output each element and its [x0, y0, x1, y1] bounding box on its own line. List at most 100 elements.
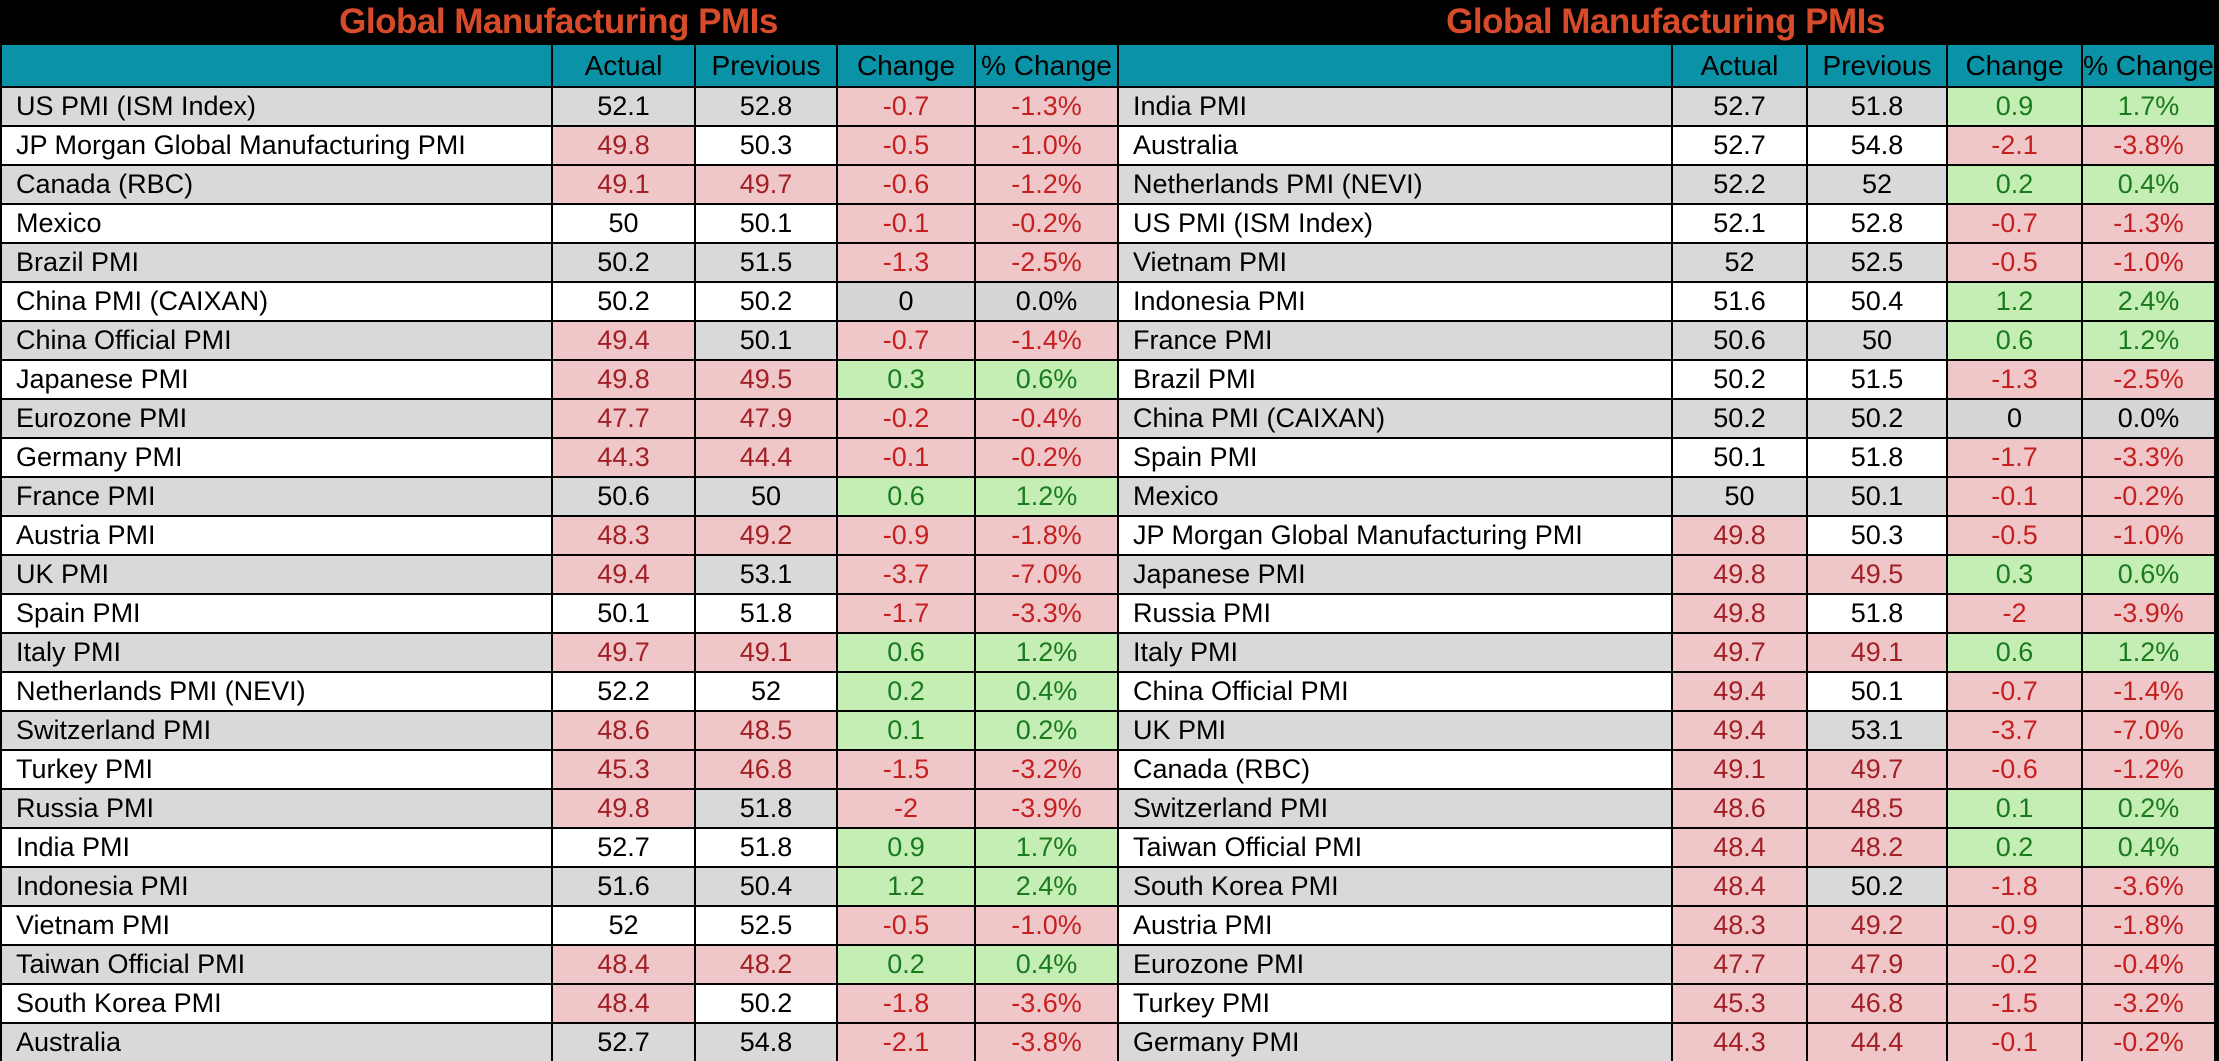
- previous-cell: 48.2: [1806, 827, 1948, 868]
- country-name-cell: JP Morgan Global Manufacturing PMI: [1117, 515, 1673, 556]
- country-name-cell: France PMI: [0, 476, 553, 517]
- actual-cell: 48.3: [1671, 905, 1808, 946]
- pct-change-cell: -1.4%: [2081, 671, 2216, 712]
- actual-cell: 49.8: [551, 788, 696, 829]
- country-name-cell: Russia PMI: [1117, 593, 1673, 634]
- previous-cell: 44.4: [1806, 1022, 1948, 1061]
- actual-cell: 52.1: [1671, 203, 1808, 244]
- country-name-cell: Vietnam PMI: [0, 905, 553, 946]
- pct-change-cell: -1.8%: [974, 515, 1119, 556]
- country-name-cell: US PMI (ISM Index): [0, 86, 553, 127]
- pct-change-cell: -3.3%: [974, 593, 1119, 634]
- change-cell: 0.9: [836, 827, 976, 868]
- table-row: Italy PMI 49.7 49.1 0.6 1.2%: [0, 632, 1119, 673]
- pct-change-cell: 2.4%: [974, 866, 1119, 907]
- header-actual: Actual: [551, 43, 696, 88]
- change-cell: 0.3: [1946, 554, 2083, 595]
- previous-cell: 50.1: [694, 203, 838, 244]
- pct-change-cell: 0.4%: [974, 944, 1119, 985]
- table-row: JP Morgan Global Manufacturing PMI 49.8 50…: [0, 125, 1119, 166]
- change-cell: -1.5: [1946, 983, 2083, 1024]
- pmi-data-table: Actual Previous Change % Change India PM…: [1117, 43, 2216, 1061]
- country-name-cell: China Official PMI: [0, 320, 553, 361]
- pct-change-cell: -3.8%: [974, 1022, 1119, 1061]
- previous-cell: 48.2: [694, 944, 838, 985]
- change-cell: 0.6: [1946, 320, 2083, 361]
- pct-change-cell: 1.2%: [974, 632, 1119, 673]
- country-name-cell: Switzerland PMI: [1117, 788, 1673, 829]
- pct-change-cell: -1.2%: [2081, 749, 2216, 790]
- country-name-cell: China Official PMI: [1117, 671, 1673, 712]
- country-name-cell: Canada (RBC): [0, 164, 553, 205]
- table-row: India PMI 52.7 51.8 0.9 1.7%: [1117, 86, 2216, 127]
- previous-cell: 49.1: [1806, 632, 1948, 673]
- country-name-cell: UK PMI: [0, 554, 553, 595]
- change-cell: 0.6: [836, 632, 976, 673]
- pct-change-cell: -3.2%: [974, 749, 1119, 790]
- previous-cell: 49.5: [1806, 554, 1948, 595]
- table-row: JP Morgan Global Manufacturing PMI 49.8 50…: [1117, 515, 2216, 556]
- previous-cell: 50.4: [694, 866, 838, 907]
- previous-cell: 48.5: [1806, 788, 1948, 829]
- country-name-cell: Taiwan Official PMI: [0, 944, 553, 985]
- header-change: Change: [1946, 43, 2083, 88]
- actual-cell: 52.7: [1671, 125, 1808, 166]
- previous-cell: 52.5: [694, 905, 838, 946]
- pct-change-cell: -0.4%: [2081, 944, 2216, 985]
- change-cell: -0.9: [836, 515, 976, 556]
- table-row: Italy PMI 49.7 49.1 0.6 1.2%: [1117, 632, 2216, 673]
- pct-change-cell: -1.4%: [974, 320, 1119, 361]
- actual-cell: 52.2: [551, 671, 696, 712]
- change-cell: -0.7: [836, 86, 976, 127]
- country-name-cell: Austria PMI: [1117, 905, 1673, 946]
- pct-change-cell: -0.2%: [974, 203, 1119, 244]
- pct-change-cell: -1.3%: [974, 86, 1119, 127]
- change-cell: -1.7: [1946, 437, 2083, 478]
- table-row: India PMI 52.7 51.8 0.9 1.7%: [0, 827, 1119, 868]
- pct-change-cell: -3.8%: [2081, 125, 2216, 166]
- table-row: Turkey PMI 45.3 46.8 -1.5 -3.2%: [0, 749, 1119, 790]
- previous-cell: 46.8: [694, 749, 838, 790]
- previous-cell: 52.8: [1806, 203, 1948, 244]
- actual-cell: 49.8: [551, 125, 696, 166]
- change-cell: -0.7: [1946, 203, 2083, 244]
- actual-cell: 50.1: [551, 593, 696, 634]
- table-row: Mexico 50 50.1 -0.1 -0.2%: [1117, 476, 2216, 517]
- change-cell: -0.1: [836, 437, 976, 478]
- table-row: Indonesia PMI 51.6 50.4 1.2 2.4%: [0, 866, 1119, 907]
- actual-cell: 49.1: [1671, 749, 1808, 790]
- previous-cell: 49.2: [1806, 905, 1948, 946]
- country-name-cell: Turkey PMI: [1117, 983, 1673, 1024]
- country-name-cell: Brazil PMI: [1117, 359, 1673, 400]
- actual-cell: 48.6: [1671, 788, 1808, 829]
- pct-change-cell: -3.9%: [2081, 593, 2216, 634]
- pct-change-cell: 0.2%: [2081, 788, 2216, 829]
- previous-cell: 50.3: [694, 125, 838, 166]
- table-row: UK PMI 49.4 53.1 -3.7 -7.0%: [1117, 710, 2216, 751]
- previous-cell: 50.2: [1806, 398, 1948, 439]
- table-row: Turkey PMI 45.3 46.8 -1.5 -3.2%: [1117, 983, 2216, 1024]
- actual-cell: 52.7: [551, 1022, 696, 1061]
- header-country: [1117, 43, 1673, 88]
- table-row: Japanese PMI 49.8 49.5 0.3 0.6%: [1117, 554, 2216, 595]
- pmi-table-right: Global Manufacturing PMIs Actual Previou…: [1117, 0, 2216, 1061]
- table-row: Germany PMI 44.3 44.4 -0.1 -0.2%: [1117, 1022, 2216, 1061]
- actual-cell: 49.1: [551, 164, 696, 205]
- table-body: US PMI (ISM Index) 52.1 52.8 -0.7 -1.3% JP Mo…: [0, 86, 1119, 1061]
- header-row: Actual Previous Change % Change: [1117, 43, 2216, 88]
- change-cell: -1.3: [1946, 359, 2083, 400]
- actual-cell: 50.6: [551, 476, 696, 517]
- table-row: China Official PMI 49.4 50.1 -0.7 -1.4%: [0, 320, 1119, 361]
- change-cell: -0.5: [1946, 515, 2083, 556]
- country-name-cell: Spain PMI: [1117, 437, 1673, 478]
- previous-cell: 46.8: [1806, 983, 1948, 1024]
- actual-cell: 51.6: [1671, 281, 1808, 322]
- actual-cell: 49.4: [551, 320, 696, 361]
- pct-change-cell: -1.0%: [2081, 242, 2216, 283]
- change-cell: 1.2: [1946, 281, 2083, 322]
- actual-cell: 50.2: [1671, 359, 1808, 400]
- pmi-data-table: Actual Previous Change % Change US PMI (…: [0, 43, 1119, 1061]
- header-pct-change: % Change: [2081, 43, 2216, 88]
- previous-cell: 52: [1806, 164, 1948, 205]
- change-cell: -2.1: [1946, 125, 2083, 166]
